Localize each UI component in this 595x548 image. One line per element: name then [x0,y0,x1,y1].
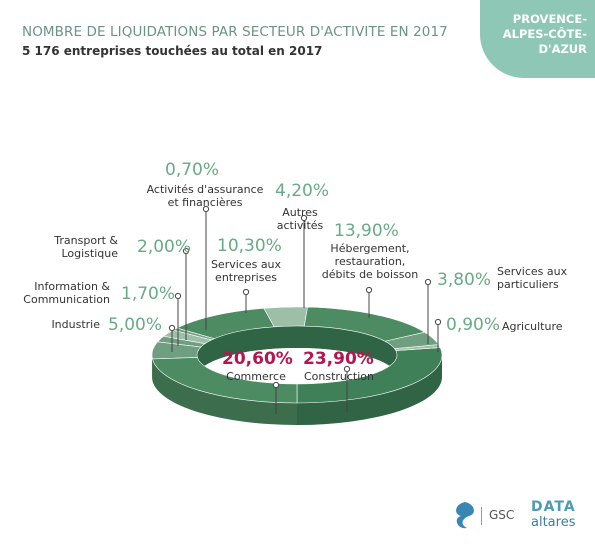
region-line-1: PROVENCE- [512,12,587,26]
chart-subtitle: 5 176 entreprises touchées au total en 2… [22,44,323,58]
leader-dot-services-aux-particuliers [424,278,432,286]
category-label-construction: Construction [304,370,374,383]
chart-title: NOMBRE DE LIQUIDATIONS PAR SECTEUR D'ACT… [22,24,448,40]
footer-logos: GSC DATA altares [445,498,585,534]
footer-divider [481,507,482,525]
leader-dot-industrie [168,324,176,332]
region-line-3: D'AZUR [538,42,588,56]
category-label-activit-s-d-assurance-et-financi-res: Activités d'assurance et financières [147,183,264,209]
category-label-transport-logistique: Transport & Logistique [53,234,118,260]
leader-dot-commerce [272,381,280,389]
category-label-information-communication: Information & Communication [23,280,110,306]
category-label-services-aux-entreprises: Services aux entreprises [211,258,282,284]
value-label-agriculture: 0,90% [446,315,500,335]
data-logo-text: DATA [531,499,576,515]
leader-dot-autres-activit-s [300,214,308,222]
gsc-logo-icon [456,502,474,529]
value-label-commerce: 20,60% [222,349,293,369]
gsc-logo-text: GSC [489,508,515,522]
category-label-agriculture: Agriculture [502,320,563,333]
category-label-industrie: Industrie [51,318,100,331]
value-label-industrie: 5,00% [108,315,162,335]
leader-dot-information-communication [174,292,182,300]
value-label-autres-activit-s: 4,20% [275,181,329,201]
category-label-services-aux-particuliers: Services aux particuliers [497,265,568,291]
altares-logo-text: altares [531,515,576,530]
leader-dot-activit-s-d-assurance-et-financi-res [202,205,210,213]
annotation-layer: 23,90%Construction 0,90% Agriculture 3,80% S… [23,160,568,414]
region-badge: PROVENCE- ALPES-CÔTE- D'AZUR [480,0,595,78]
category-label-commerce: Commerce [226,370,286,383]
leader-dot-services-aux-entreprises [242,288,250,296]
value-label-h-bergement-restauration-d-bits-de-boisson: 13,90% [334,221,399,241]
slice-commerce [152,357,298,404]
leader-dot-agriculture [434,318,442,326]
region-line-2: ALPES-CÔTE- [502,27,587,41]
value-label-services-aux-entreprises: 10,30% [217,236,282,256]
ring-layer [151,306,443,425]
value-label-services-aux-particuliers: 3,80% [437,270,491,290]
value-label-information-communication: 1,70% [121,284,175,304]
donut-side-wall [297,355,442,425]
value-label-transport-logistique: 2,00% [137,237,191,257]
donut-inner-wall [197,326,397,377]
category-label-autres-activit-s: Autres activités [277,206,324,232]
leader-dot-construction [343,365,351,373]
value-label-construction: 23,90% [303,349,374,369]
leader-dot-transport-logistique [182,247,190,255]
donut-side-wall [152,358,297,425]
value-label-activit-s-d-assurance-et-financi-res: 0,70% [165,160,219,180]
leader-dot-h-bergement-restauration-d-bits-de-boisson [365,286,373,294]
category-label-h-bergement-restauration-d-bits-de-boisson: Hébergement, restauration, débits de boiss… [322,242,419,281]
